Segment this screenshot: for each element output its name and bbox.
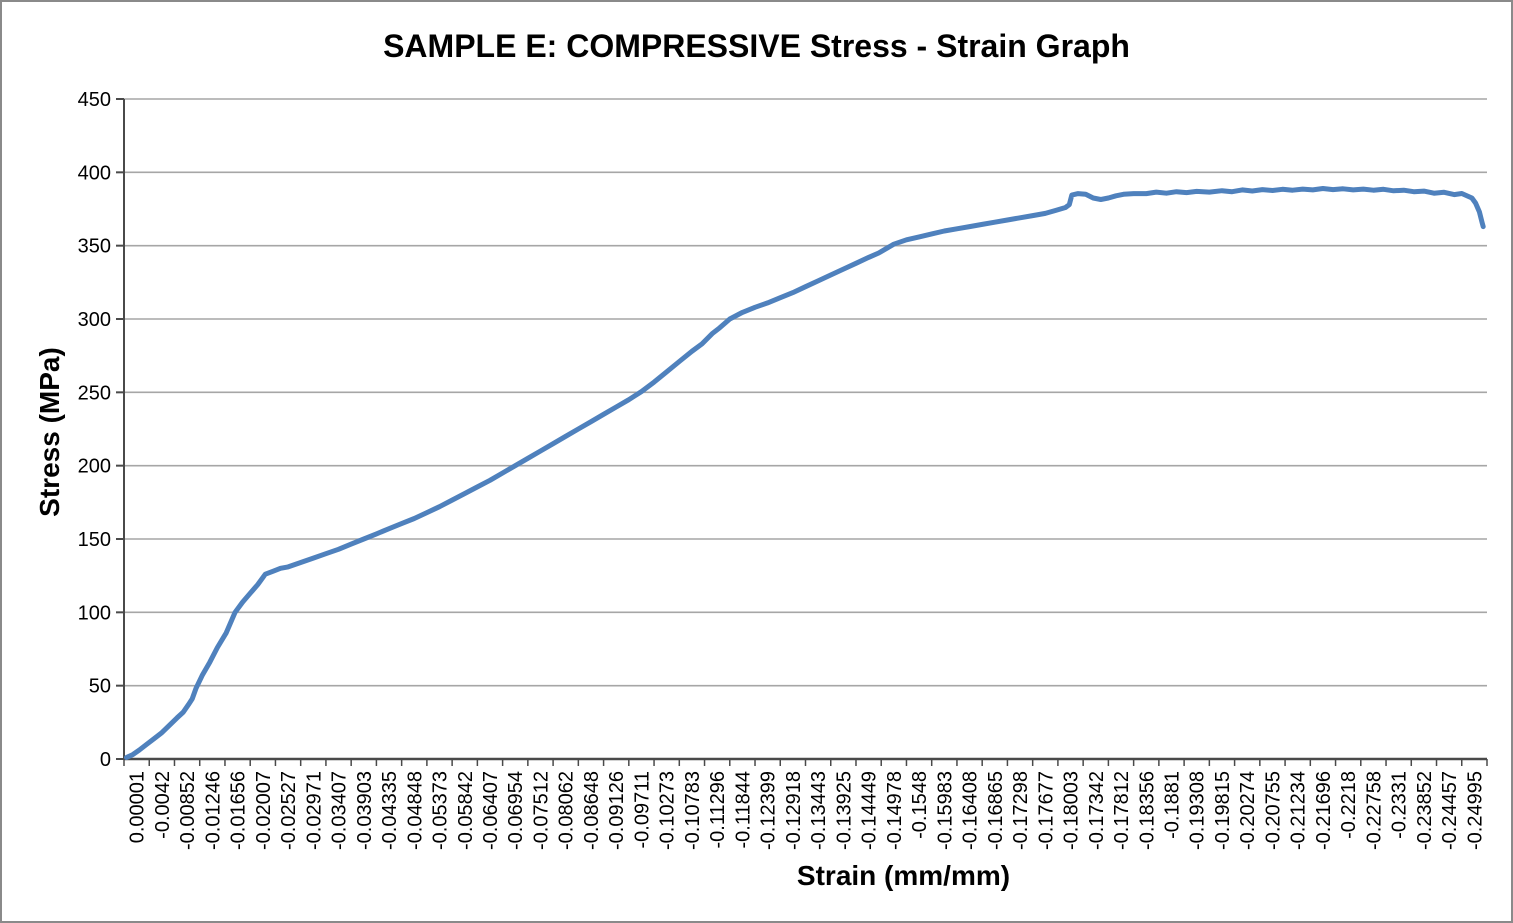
x-tick-label: -0.1881 (1161, 771, 1183, 839)
x-tick-label: -0.21234 (1288, 771, 1310, 850)
y-tick-label: 450 (78, 89, 111, 111)
x-tick-label: -0.20755 (1262, 771, 1284, 850)
x-tick-label: -0.13443 (808, 771, 830, 850)
x-tick-label: -0.11296 (707, 771, 729, 848)
x-tick-label: -0.02527 (278, 771, 300, 850)
x-tick-label: -0.21696 (1313, 771, 1335, 850)
y-tick-label: 300 (78, 309, 111, 331)
x-tick-label: -0.14978 (884, 771, 906, 850)
x-tick-label: -0.04848 (404, 771, 426, 850)
x-tick-label: -0.23852 (1414, 771, 1436, 850)
x-tick-label: -0.13925 (833, 771, 855, 850)
x-tick-label: -0.2331 (1389, 771, 1411, 839)
chart-title: SAMPLE E: COMPRESSIVE Stress - Strain Gr… (383, 28, 1130, 64)
y-tick-label: 0 (100, 749, 111, 771)
x-tick-label: -0.16865 (985, 771, 1007, 850)
x-tick-label: -0.15983 (934, 771, 956, 850)
x-tick-label: -0.0042 (152, 771, 174, 839)
x-tick-label: -0.17342 (1086, 771, 1108, 850)
x-tick-label: -0.09126 (606, 771, 628, 850)
x-tick-label: -0.06954 (505, 771, 527, 850)
y-tick-label: 400 (78, 162, 111, 184)
x-tick-label: -0.12918 (783, 771, 805, 850)
x-tick-label: -0.02971 (303, 771, 325, 850)
x-tick-label: -0.03903 (354, 771, 376, 850)
series-sample-e-compressive-stress-strain (124, 186, 1486, 760)
x-tick-label: -0.07512 (530, 771, 552, 850)
x-tick-label: -0.19308 (1187, 771, 1209, 850)
x-tick-label: -0.17812 (1111, 771, 1133, 850)
x-tick-label: -0.10783 (682, 771, 704, 850)
x-tick-label: -0.24457 (1439, 771, 1461, 850)
x-tick-label: -0.1548 (909, 771, 931, 839)
x-tick-label: 0.00001 (127, 771, 149, 843)
x-tick-label: -0.00852 (177, 771, 199, 850)
x-tick-label: -0.16408 (960, 771, 982, 850)
x-tick-label: -0.05842 (455, 771, 477, 850)
x-tick-label: -0.04335 (379, 771, 401, 850)
y-tick-label: 150 (78, 529, 111, 551)
x-tick-label: -0.17677 (1035, 771, 1057, 850)
y-tick-label: 250 (78, 382, 111, 404)
x-tick-label: -0.20274 (1237, 771, 1259, 850)
x-tick-label: -0.05373 (430, 771, 452, 850)
x-tick-label: -0.18003 (1061, 771, 1083, 850)
x-tick-label: -0.08062 (556, 771, 578, 850)
x-tick-label: -0.11844 (732, 771, 754, 848)
x-tick-label: -0.18356 (1136, 771, 1158, 850)
x-tick-label: -0.12399 (758, 771, 780, 850)
x-tick-label: -0.24995 (1464, 771, 1486, 850)
y-tick-label: 100 (78, 602, 111, 624)
x-tick-label: -0.02007 (253, 771, 275, 850)
x-tick-label: -0.10273 (657, 771, 679, 850)
x-tick-label: -0.17298 (1010, 771, 1032, 850)
x-tick-label: -0.14449 (859, 771, 881, 850)
x-tick-label: -0.03407 (329, 771, 351, 850)
x-tick-label: -0.22758 (1363, 771, 1385, 850)
x-axis-title: Strain (mm/mm) (796, 860, 1011, 891)
y-tick-label: 350 (78, 236, 111, 258)
y-tick-label: 200 (78, 456, 111, 478)
x-tick-label: -0.01656 (228, 771, 250, 850)
x-tick-label: -0.06407 (480, 771, 502, 850)
x-tick-label: -0.2218 (1338, 771, 1360, 839)
x-tick-label: -0.01246 (202, 771, 224, 850)
y-tick-label: 50 (89, 676, 111, 698)
x-tick-label: -0.09711 (631, 771, 653, 848)
x-tick-label: -0.19815 (1212, 771, 1234, 850)
x-tick-label: -0.08648 (581, 771, 603, 850)
